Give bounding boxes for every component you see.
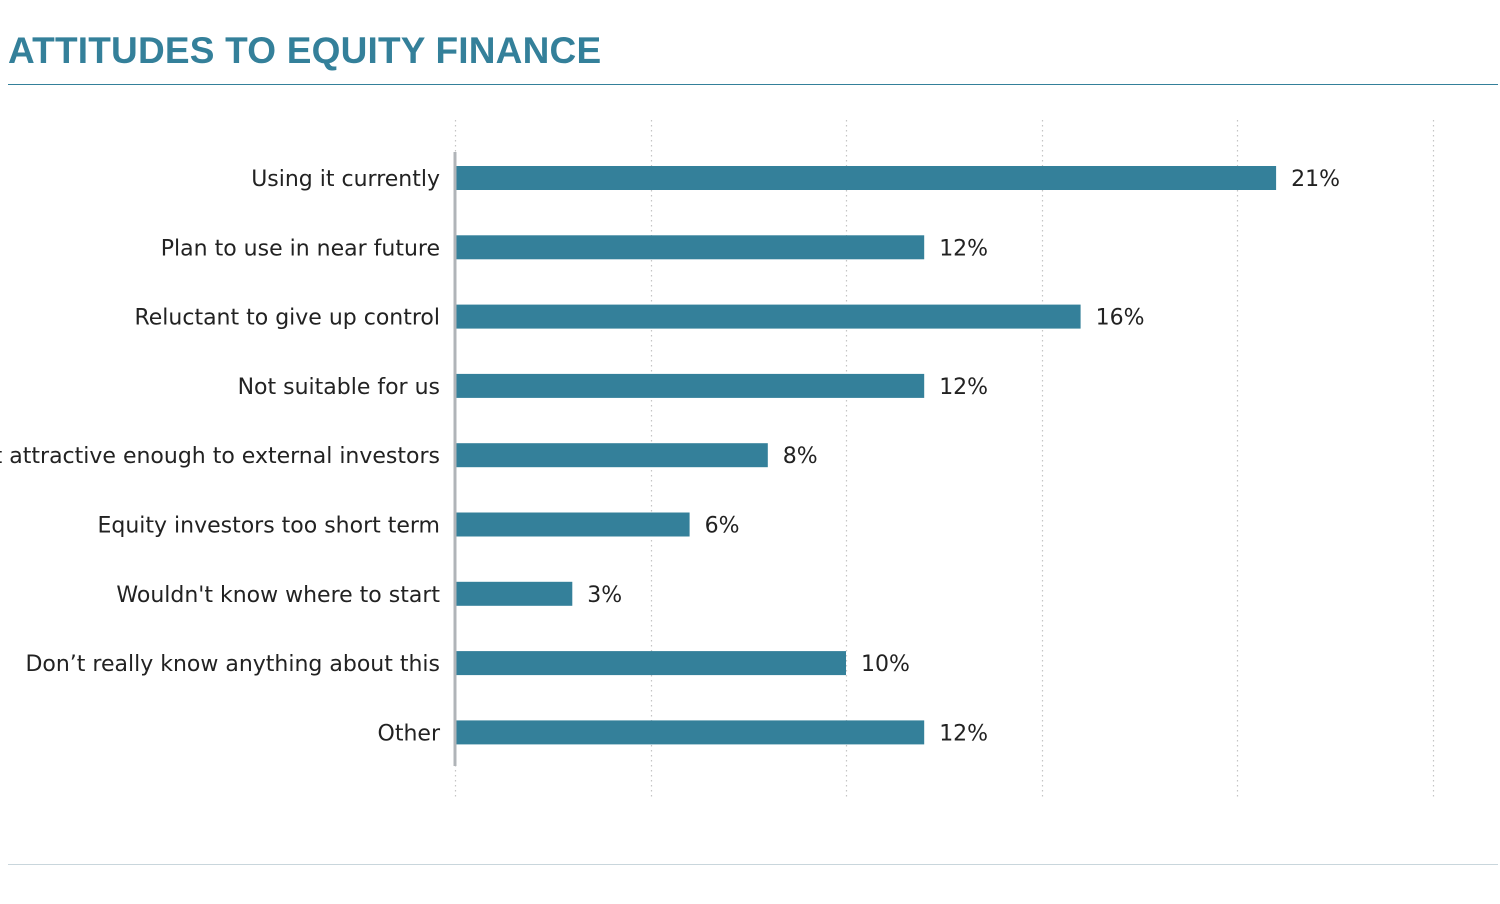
bar bbox=[456, 373, 925, 398]
category-label: Plan to use in near future bbox=[161, 236, 440, 261]
value-label: 6% bbox=[705, 514, 740, 539]
category-label: Don’t really know anything about this bbox=[25, 652, 440, 677]
bar bbox=[456, 720, 925, 745]
category-label: Wouldn't know where to start bbox=[116, 583, 440, 608]
bar bbox=[456, 651, 846, 676]
value-label: 12% bbox=[939, 375, 988, 400]
bar bbox=[456, 443, 768, 468]
category-label: Equity investors too short term bbox=[97, 514, 440, 539]
page-title: ATTITUDES TO EQUITY FINANCE bbox=[8, 30, 602, 71]
bar bbox=[456, 512, 690, 537]
value-label: 12% bbox=[939, 721, 988, 746]
value-label: 3% bbox=[587, 583, 622, 608]
category-label: Reluctant to give up control bbox=[134, 306, 440, 331]
bar bbox=[456, 235, 925, 260]
value-label: 21% bbox=[1291, 167, 1340, 192]
bar bbox=[456, 304, 1081, 329]
header: ATTITUDES TO EQUITY FINANCE bbox=[8, 28, 1498, 85]
footer-divider bbox=[8, 864, 1498, 865]
bar bbox=[456, 581, 573, 606]
category-label: Other bbox=[378, 721, 441, 746]
category-label: Not suitable for us bbox=[238, 375, 440, 400]
category-label: Using it currently bbox=[251, 167, 440, 192]
category-label: Not attractive enough to external invest… bbox=[0, 444, 440, 469]
value-label: 10% bbox=[861, 652, 910, 677]
value-label: 12% bbox=[939, 236, 988, 261]
bar bbox=[456, 166, 1277, 190]
value-label: 8% bbox=[783, 444, 818, 469]
value-label: 16% bbox=[1096, 306, 1145, 331]
